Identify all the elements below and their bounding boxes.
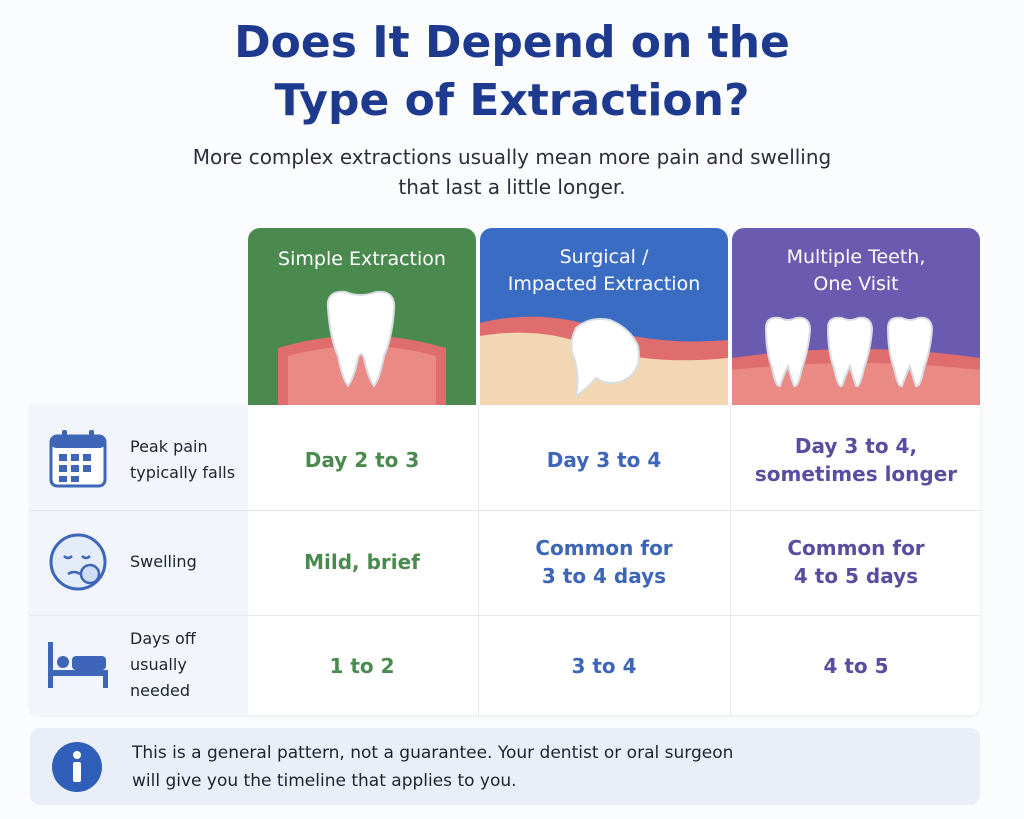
cell-line: 3 to 4 days bbox=[541, 564, 667, 588]
cell: Day 3 to 4 bbox=[480, 410, 728, 510]
column-header: Simple Extraction bbox=[248, 228, 476, 406]
cell: Common for 3 to 4 days bbox=[480, 512, 728, 612]
column-header: Multiple Teeth, One Visit bbox=[732, 228, 980, 406]
row-divider bbox=[30, 510, 980, 511]
column-title-line: Surgical / bbox=[559, 246, 649, 268]
cell: Day 3 to 4, sometimes longer bbox=[732, 410, 980, 510]
cell-line: Mild, brief bbox=[304, 550, 420, 574]
note-text: This is a general pattern, not a guarant… bbox=[132, 739, 733, 795]
subtitle: More complex extractions usually mean mo… bbox=[0, 142, 1024, 202]
bed-icon bbox=[48, 642, 108, 688]
column-title: Simple Extraction bbox=[248, 246, 476, 273]
title-line: Type of Extraction? bbox=[274, 75, 750, 126]
cell: Mild, brief bbox=[248, 512, 476, 612]
column-title-line: Impacted Extraction bbox=[507, 273, 701, 295]
row-label: Days off usually needed bbox=[130, 625, 250, 705]
calendar-icon bbox=[49, 430, 107, 488]
info-icon bbox=[52, 742, 102, 792]
column-header: Surgical / Impacted Extraction bbox=[480, 228, 728, 406]
row-label-line: Days off bbox=[130, 629, 196, 648]
cell-line: Common for bbox=[535, 536, 673, 560]
cell-line: Common for bbox=[787, 536, 925, 560]
column-title-line: One Visit bbox=[813, 273, 899, 295]
row-label-line: Swelling bbox=[130, 552, 197, 571]
cell-line: 4 to 5 bbox=[823, 654, 889, 678]
subtitle-line: that last a little longer. bbox=[398, 175, 626, 199]
cell-line: 4 to 5 days bbox=[793, 564, 919, 588]
row-label: Peak pain typically falls bbox=[130, 420, 250, 500]
cell-line: Day 2 to 3 bbox=[304, 448, 420, 472]
row-label-line: Peak pain bbox=[130, 437, 208, 456]
column-title-line: Simple Extraction bbox=[278, 248, 446, 270]
note-box bbox=[30, 728, 980, 805]
tooth-illustration bbox=[480, 316, 728, 406]
row-divider bbox=[30, 615, 980, 616]
subtitle-line: More complex extractions usually mean mo… bbox=[192, 145, 832, 169]
column-title: Multiple Teeth, One Visit bbox=[732, 244, 980, 298]
cell: 1 to 2 bbox=[248, 616, 476, 716]
tooth-illustration bbox=[278, 290, 446, 406]
cell-line: 1 to 2 bbox=[329, 654, 395, 678]
cell: Common for 4 to 5 days bbox=[732, 512, 980, 612]
column-divider bbox=[478, 405, 479, 715]
title: Does It Depend on the Type of Extraction… bbox=[0, 14, 1024, 130]
teeth-illustration bbox=[732, 316, 980, 406]
column-title-line: Multiple Teeth, bbox=[786, 246, 926, 268]
cell-line: sometimes longer bbox=[754, 462, 958, 486]
title-line: Does It Depend on the bbox=[234, 17, 790, 68]
cell: Day 2 to 3 bbox=[248, 410, 476, 510]
cell: 3 to 4 bbox=[480, 616, 728, 716]
cell-line: Day 3 to 4, bbox=[794, 434, 918, 458]
cell-line: Day 3 to 4 bbox=[546, 448, 662, 472]
cell-line: 3 to 4 bbox=[571, 654, 637, 678]
cell: 4 to 5 bbox=[732, 616, 980, 716]
row-label-line: typically falls bbox=[130, 463, 236, 482]
column-divider bbox=[730, 405, 731, 715]
column-title: Surgical / Impacted Extraction bbox=[480, 244, 728, 298]
note-line: will give you the timeline that applies … bbox=[132, 771, 517, 791]
swelling-icon bbox=[49, 533, 107, 591]
row-label-line: usually needed bbox=[130, 655, 190, 700]
row-label: Swelling bbox=[130, 522, 250, 602]
note-line: This is a general pattern, not a guarant… bbox=[132, 743, 734, 763]
